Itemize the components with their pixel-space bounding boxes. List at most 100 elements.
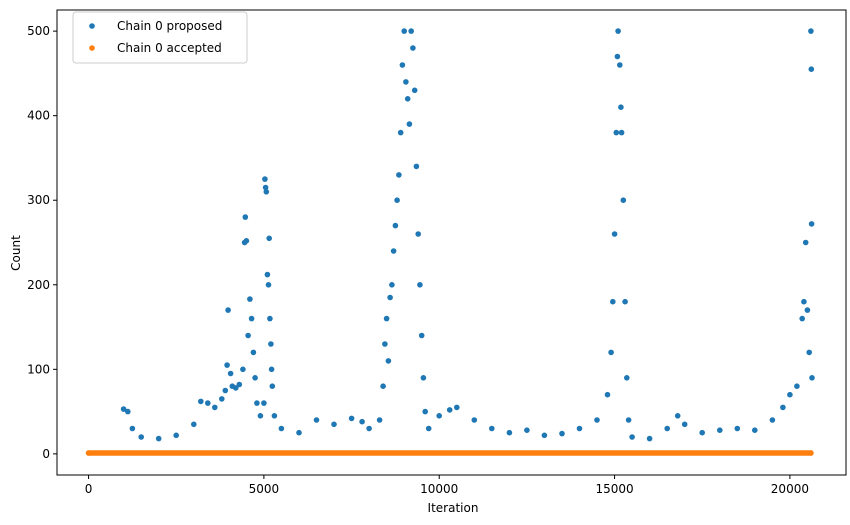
proposed-point: [240, 366, 246, 373]
proposed-point: [604, 391, 611, 398]
proposed-point: [331, 421, 337, 428]
proposed-point: [247, 296, 253, 302]
proposed-point: [524, 427, 530, 434]
legend-label-accepted: Chain 0 accepted: [117, 41, 222, 55]
proposed-point: [383, 315, 390, 322]
proposed-point: [262, 184, 269, 191]
proposed-point: [425, 425, 432, 432]
proposed-point: [205, 400, 211, 406]
proposed-point: [541, 432, 548, 439]
proposed-point: [411, 87, 418, 94]
proposed-point: [129, 425, 136, 432]
proposed-point: [471, 417, 478, 423]
proposed-point: [387, 294, 393, 301]
proposed-point: [808, 66, 815, 72]
proposed-point: [417, 282, 423, 288]
proposed-point: [278, 425, 285, 432]
proposed-point: [399, 62, 406, 68]
proposed-point: [780, 404, 786, 411]
proposed-point: [313, 417, 320, 423]
proposed-point: [389, 282, 395, 288]
proposed-point: [629, 434, 635, 440]
legend-frame: [72, 11, 248, 64]
proposed-point: [212, 404, 218, 411]
proposed-point: [296, 429, 302, 436]
y-tick-label: 100: [27, 362, 50, 376]
y-tick-label: 400: [27, 109, 50, 123]
proposed-point: [396, 172, 402, 178]
proposed-point: [245, 332, 251, 339]
proposed-point: [403, 79, 409, 85]
y-axis-title: Count: [9, 235, 23, 271]
x-axis-title: Iteration: [428, 501, 479, 515]
proposed-point: [801, 298, 807, 305]
proposed-point: [250, 349, 257, 356]
proposed-point: [227, 370, 234, 377]
proposed-point: [418, 332, 425, 339]
proposed-point: [266, 235, 273, 242]
proposed-point: [198, 398, 204, 405]
proposed-point: [268, 366, 275, 373]
proposed-point: [263, 189, 270, 195]
proposed-point: [625, 417, 632, 423]
y-tick-label: 200: [27, 278, 50, 292]
proposed-point: [489, 425, 495, 432]
x-tick-label: 0: [85, 482, 93, 496]
proposed-point: [594, 417, 600, 423]
axes-frame: [56, 9, 847, 476]
proposed-point: [397, 129, 404, 136]
proposed-point: [406, 121, 413, 127]
proposed-point: [376, 417, 383, 423]
proposed-point: [382, 341, 388, 347]
proposed-point: [233, 385, 239, 391]
legend-label-proposed: Chain 0 proposed: [117, 19, 222, 33]
proposed-point: [191, 421, 197, 428]
proposed-point: [802, 239, 809, 246]
proposed-point: [385, 358, 392, 364]
proposed-point: [613, 129, 620, 136]
proposed-point: [264, 271, 271, 278]
proposed-point: [420, 375, 427, 381]
proposed-point: [618, 129, 625, 136]
proposed-point: [394, 197, 400, 203]
x-tick-label: 5000: [249, 482, 280, 496]
proposed-point: [769, 417, 776, 423]
proposed-point: [576, 425, 583, 432]
proposed-point: [120, 406, 127, 412]
proposed-point: [615, 28, 621, 34]
proposed-point: [454, 404, 460, 411]
proposed-point: [422, 408, 429, 415]
proposed-point: [808, 221, 815, 227]
proposed-point: [734, 425, 741, 432]
proposed-point: [617, 62, 623, 68]
proposed-point: [559, 430, 565, 437]
proposed-point: [173, 432, 179, 439]
proposed-point: [348, 415, 355, 422]
proposed-point: [404, 96, 411, 102]
proposed-point: [138, 434, 144, 440]
proposed-point: [267, 315, 273, 322]
proposed-point: [236, 381, 243, 388]
proposed-point: [752, 427, 758, 434]
proposed-point: [787, 391, 793, 398]
proposed-point: [392, 222, 399, 229]
proposed-point: [225, 307, 231, 313]
y-tick-label: 300: [27, 193, 50, 207]
proposed-point: [359, 418, 365, 425]
proposed-point: [413, 163, 420, 170]
proposed-point: [401, 28, 408, 34]
proposed-point: [219, 396, 225, 402]
x-tick-label: 15000: [595, 482, 633, 496]
proposed-point: [257, 413, 264, 419]
proposed-point: [646, 435, 653, 442]
proposed-point: [254, 400, 260, 406]
proposed-point: [268, 341, 274, 347]
legend: Chain 0 proposed Chain 0 accepted: [72, 11, 248, 64]
legend-marker-accepted: [89, 45, 95, 51]
axes: 0 5000 10000 15000 20000 0 100 200 300 400 500: [27, 9, 847, 496]
proposed-point: [224, 362, 230, 368]
proposed-point: [804, 307, 811, 313]
proposed-point: [155, 435, 162, 442]
proposed-point: [614, 53, 621, 60]
